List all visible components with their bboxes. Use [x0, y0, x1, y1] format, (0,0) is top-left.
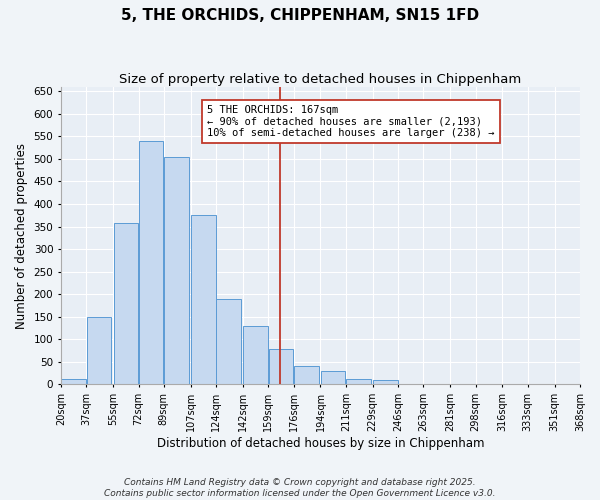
Bar	[346, 378, 371, 384]
Bar	[217, 298, 241, 384]
X-axis label: Distribution of detached houses by size in Chippenham: Distribution of detached houses by size …	[157, 437, 484, 450]
Text: 5, THE ORCHIDS, CHIPPENHAM, SN15 1FD: 5, THE ORCHIDS, CHIPPENHAM, SN15 1FD	[121, 8, 479, 22]
Bar	[321, 372, 346, 384]
Bar	[373, 380, 398, 384]
Bar	[191, 215, 215, 384]
Title: Size of property relative to detached houses in Chippenham: Size of property relative to detached ho…	[119, 72, 521, 86]
Bar	[139, 141, 163, 384]
Text: Contains HM Land Registry data © Crown copyright and database right 2025.
Contai: Contains HM Land Registry data © Crown c…	[104, 478, 496, 498]
Bar	[86, 317, 111, 384]
Bar	[113, 223, 138, 384]
Bar	[269, 349, 293, 384]
Y-axis label: Number of detached properties: Number of detached properties	[15, 142, 28, 328]
Bar	[243, 326, 268, 384]
Bar	[294, 366, 319, 384]
Text: 5 THE ORCHIDS: 167sqm
← 90% of detached houses are smaller (2,193)
10% of semi-d: 5 THE ORCHIDS: 167sqm ← 90% of detached …	[207, 104, 494, 138]
Bar	[164, 156, 189, 384]
Bar	[61, 378, 86, 384]
